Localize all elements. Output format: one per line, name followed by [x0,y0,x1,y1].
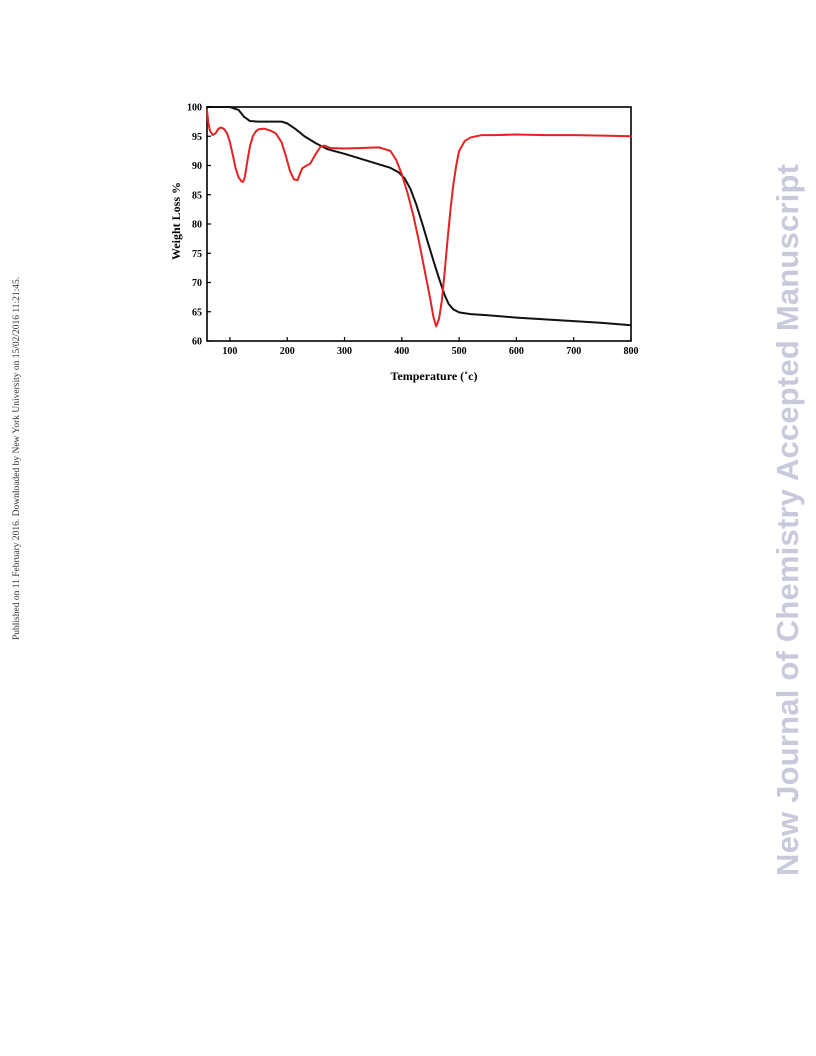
x-tick-label-600: 600 [509,346,524,357]
y-tick-label-60: 60 [192,337,202,348]
x-axis: 100 200 300 400 500 600 700 800 [222,337,639,357]
x-tick-label-400: 400 [394,346,409,357]
plot-area [206,106,632,342]
series-line-tga [206,106,632,327]
x-tick-label-200: 200 [280,346,295,357]
y-tick-label-70: 70 [192,278,202,289]
y-axis: 60 65 70 75 80 85 90 95 100 [187,103,211,348]
series-line-dtg [206,108,632,328]
y-tick-label-100: 100 [187,103,202,114]
x-tick-label-100: 100 [222,346,237,357]
x-tick-label-500: 500 [452,346,467,357]
x-tick-label-800: 800 [624,346,639,357]
y-tick-label-65: 65 [192,307,202,318]
y-tick-label-85: 85 [192,190,202,201]
y-tick-label-90: 90 [192,161,202,172]
y-tick-label-95: 95 [192,132,202,143]
y-tick-label-80: 80 [192,220,202,231]
x-tick-label-300: 300 [337,346,352,357]
x-tick-label-700: 700 [566,346,581,357]
plot-frame [206,106,632,342]
series-layer [206,106,632,328]
x-axis-title: Temperature (˚c) [391,369,478,383]
y-tick-label-75: 75 [192,249,202,260]
y-axis-title: Weight Loss % [169,182,183,260]
